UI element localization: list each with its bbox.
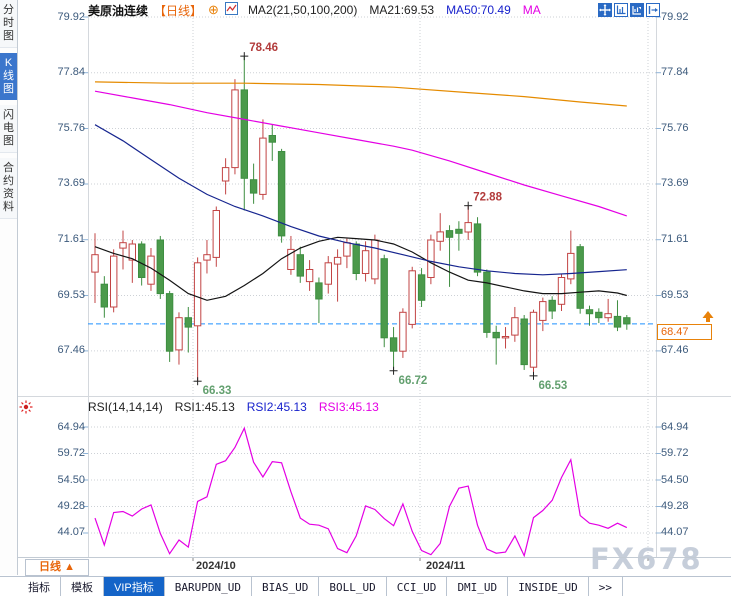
svg-text:72.88: 72.88	[473, 192, 502, 204]
period-selector[interactable]: 日线 ▲	[25, 559, 89, 576]
svg-text:66.33: 66.33	[203, 385, 232, 397]
price-label-right-6: 67.46	[661, 344, 689, 357]
svg-text:66.72: 66.72	[399, 375, 428, 387]
svg-text:66.53: 66.53	[539, 380, 568, 392]
price-label-right-2: 75.76	[661, 121, 689, 134]
rsi-label-right-1: 59.72	[661, 447, 689, 459]
fx678-watermark: FX678	[590, 542, 703, 576]
period-tag[interactable]: 【日线】	[154, 3, 203, 18]
add-indicator-icon[interactable]: ⊕	[208, 2, 219, 17]
price-label-right-3: 73.69	[661, 177, 689, 190]
sidebar-tab-0[interactable]: 分时图	[0, 0, 17, 48]
sidebar-tab-3[interactable]: 合约资料	[0, 158, 17, 219]
bottom-tab-2[interactable]: VIP指标	[104, 577, 165, 596]
chart-arrow-icon[interactable]	[630, 3, 644, 17]
ma50-value-label: MA50:70.49	[446, 3, 511, 17]
price-label-left-5: 69.53	[57, 288, 85, 301]
rsi-label-right-2: 54.50	[661, 473, 689, 486]
rsi-label-left-3: 49.28	[57, 500, 85, 513]
alert-flash-icon[interactable]	[19, 400, 33, 414]
price-label-right-5: 69.53	[661, 288, 689, 301]
price-label-left-6: 67.46	[57, 344, 85, 357]
rsi-label-left-1: 59.72	[57, 447, 85, 459]
price-label-left-2: 75.76	[57, 121, 85, 134]
axis-scale-icon[interactable]	[614, 3, 628, 17]
pan-icon[interactable]	[598, 3, 612, 17]
price-label-left-0: 79.92	[57, 10, 85, 23]
exit-icon[interactable]	[646, 3, 660, 17]
rsi-label-right-3: 49.28	[661, 500, 689, 513]
rsi-label-left-4: 44.07	[57, 526, 85, 539]
rsi-label-right-0: 64.94	[661, 420, 689, 433]
bottom-tab-1[interactable]: 模板	[61, 577, 104, 596]
bottom-tab-3[interactable]: BARUPDN_UD	[165, 577, 252, 596]
sidebar-tab-1[interactable]: K线图	[0, 53, 17, 100]
bottom-tab-5[interactable]: BOLL_UD	[319, 577, 387, 596]
ma-extra-label: MA	[522, 3, 541, 17]
price-up-arrow-icon	[700, 310, 716, 328]
rsi-label-right-4: 44.07	[661, 526, 689, 539]
rsi-label-left-2: 54.50	[57, 473, 85, 486]
ma-line-MA200	[94, 81, 627, 107]
kline-style-icon[interactable]	[224, 2, 238, 18]
ma-settings-label: MA2(21,50,100,200)	[247, 3, 358, 17]
plot-left-border	[88, 15, 89, 557]
price-label-right-1: 77.84	[661, 66, 689, 79]
price-label-right-4: 71.61	[661, 233, 689, 246]
rsi-title: RSI(14,14,14)	[88, 400, 163, 414]
price-label-left-1: 77.84	[57, 66, 85, 79]
bottom-tab-8[interactable]: INSIDE_UD	[508, 577, 589, 596]
date-label-1: 2024/11	[426, 560, 466, 572]
bottom-tab-0[interactable]: 指标	[18, 577, 61, 596]
rsi-label-left-0: 64.94	[57, 420, 85, 433]
left-sidebar: 分时图 K线图闪电图合约资料	[0, 0, 18, 575]
panel-divider	[17, 396, 731, 397]
ma-line-MA50	[94, 124, 627, 276]
price-label-left-4: 71.61	[57, 233, 85, 246]
bottom-tab-9[interactable]: >>	[589, 577, 624, 596]
rsi2-value: RSI2:45.13	[246, 400, 307, 414]
chart-toolbar	[598, 3, 660, 17]
chart-header: 美原油连续 【日线】 ⊕ MA2(21,50,100,200) MA21:69.…	[88, 2, 541, 18]
bottom-tab-6[interactable]: CCI_UD	[387, 577, 448, 596]
rsi3-value: RSI3:45.13	[318, 400, 379, 414]
bottom-tab-7[interactable]: DMI_UD	[447, 577, 509, 596]
ma-line-MA100	[94, 90, 627, 217]
price-label-left-3: 73.69	[57, 177, 85, 190]
ma-line-MA21	[94, 236, 627, 301]
symbol-name: 美原油连续	[88, 3, 149, 18]
svg-text:78.46: 78.46	[249, 42, 278, 54]
price-label-right-0: 79.92	[661, 10, 689, 23]
current-price-tag: 68.47	[657, 324, 712, 340]
sidebar-tab-2[interactable]: 闪电图	[0, 105, 17, 153]
xaxis-separator	[0, 557, 731, 558]
rsi-indicator-header: RSI(14,14,14) RSI1:45.13 RSI2:45.13 RSI3…	[88, 400, 379, 414]
rsi-line	[94, 426, 628, 558]
date-label-0: 2024/10	[196, 560, 236, 572]
plot-right-border	[656, 15, 657, 557]
ma21-value-label: MA21:69.53	[369, 3, 435, 17]
rsi1-value: RSI1:45.13	[174, 400, 235, 414]
indicator-tab-bar: 指标 模板 VIP指标 BARUPDN_UD BIAS_UD BOLL_UD CCI_UD D…	[0, 576, 731, 596]
bottom-tab-4[interactable]: BIAS_UD	[252, 577, 320, 596]
